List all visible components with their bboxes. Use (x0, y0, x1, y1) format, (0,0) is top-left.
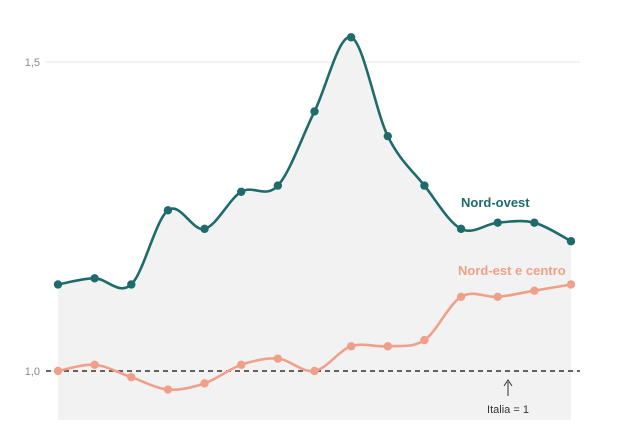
annotation-arrow-head (503, 379, 513, 387)
series-points (53, 33, 576, 394)
data-point-nord-ovest-9 (383, 131, 392, 141)
data-point-nord-ovest-2 (127, 280, 136, 289)
data-point-nord-est-e-centro-13 (530, 286, 539, 295)
data-point-nord-est-e-centro-11 (456, 292, 466, 302)
data-point-nord-est-e-centro-1 (90, 360, 99, 370)
area-under-nord-ovest (58, 37, 571, 421)
series-label-nord-ovest: Nord-ovest (461, 195, 530, 210)
area-fill (58, 37, 571, 421)
reference-line-label: Italia = 1 (487, 404, 529, 416)
data-point-nord-ovest-10 (420, 181, 429, 190)
data-point-nord-est-e-centro-0 (53, 366, 63, 376)
data-point-nord-est-e-centro-12 (493, 292, 502, 302)
data-point-nord-ovest-8 (346, 33, 356, 42)
data-point-nord-est-e-centro-5 (237, 360, 246, 370)
data-point-nord-ovest-6 (273, 181, 283, 190)
data-point-nord-ovest-1 (90, 274, 99, 283)
y-tick-label: 1,5 (25, 57, 40, 69)
series-label-nord-est-e-centro: Nord-est e centro (458, 263, 566, 278)
data-point-nord-ovest-3 (163, 206, 173, 215)
data-point-nord-est-e-centro-10 (420, 335, 429, 345)
data-point-nord-est-e-centro-7 (310, 366, 319, 376)
data-point-nord-est-e-centro-3 (163, 385, 173, 394)
data-point-nord-ovest-13 (530, 218, 539, 227)
data-point-nord-ovest-14 (566, 237, 576, 246)
data-point-nord-ovest-7 (310, 107, 319, 116)
data-point-nord-est-e-centro-6 (273, 354, 283, 363)
data-point-nord-est-e-centro-2 (127, 372, 136, 382)
data-point-nord-est-e-centro-9 (383, 342, 392, 351)
data-point-nord-ovest-11 (456, 224, 466, 234)
data-point-nord-est-e-centro-14 (566, 280, 576, 289)
data-point-nord-ovest-12 (493, 218, 502, 227)
data-point-nord-est-e-centro-8 (346, 342, 356, 351)
data-point-nord-ovest-4 (200, 224, 209, 234)
data-point-nord-est-e-centro-4 (200, 379, 209, 388)
data-point-nord-ovest-5 (237, 187, 246, 196)
y-tick-label: 1,0 (25, 366, 40, 378)
labels: 1,5 1,0 Nord-ovest Nord-est e centro Italia … (25, 57, 566, 416)
data-point-nord-ovest-0 (53, 280, 63, 289)
